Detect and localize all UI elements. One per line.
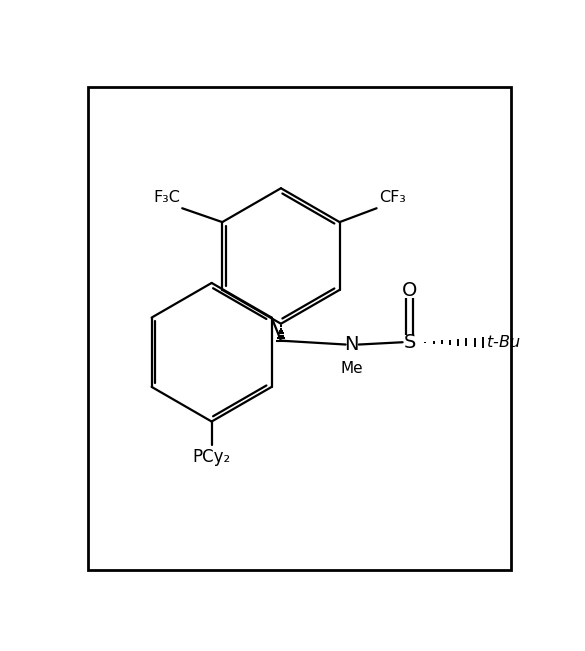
Text: F₃C: F₃C — [153, 190, 180, 205]
Text: O: O — [402, 281, 417, 300]
Text: N: N — [345, 335, 359, 354]
Text: PCy₂: PCy₂ — [192, 449, 230, 467]
Text: S: S — [403, 333, 416, 352]
Text: Me: Me — [340, 361, 363, 376]
Text: CF₃: CF₃ — [379, 190, 406, 205]
Text: $t$-Bu: $t$-Bu — [486, 334, 520, 350]
